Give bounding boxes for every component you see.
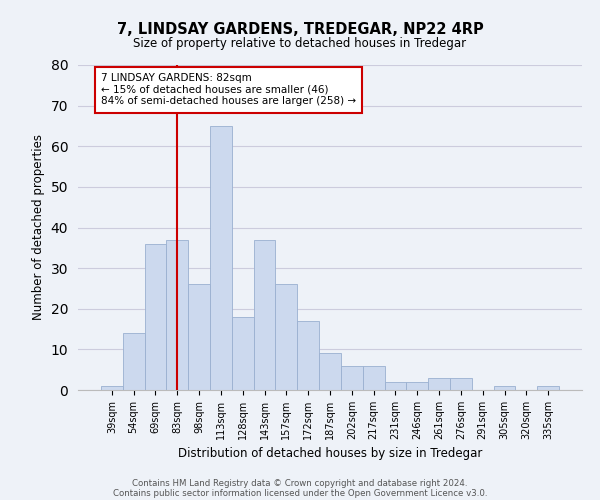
Bar — [537, 386, 559, 390]
Bar — [166, 240, 188, 390]
Bar — [210, 126, 232, 390]
Bar — [450, 378, 472, 390]
Bar — [145, 244, 166, 390]
Text: Contains public sector information licensed under the Open Government Licence v3: Contains public sector information licen… — [113, 488, 487, 498]
Bar — [341, 366, 363, 390]
Bar — [297, 321, 319, 390]
Bar — [188, 284, 210, 390]
Bar — [254, 240, 275, 390]
Text: 7 LINDSAY GARDENS: 82sqm
← 15% of detached houses are smaller (46)
84% of semi-d: 7 LINDSAY GARDENS: 82sqm ← 15% of detach… — [101, 73, 356, 106]
Bar — [406, 382, 428, 390]
Text: Contains HM Land Registry data © Crown copyright and database right 2024.: Contains HM Land Registry data © Crown c… — [132, 478, 468, 488]
Bar — [363, 366, 385, 390]
X-axis label: Distribution of detached houses by size in Tredegar: Distribution of detached houses by size … — [178, 448, 482, 460]
Bar — [123, 333, 145, 390]
Bar — [494, 386, 515, 390]
Text: 7, LINDSAY GARDENS, TREDEGAR, NP22 4RP: 7, LINDSAY GARDENS, TREDEGAR, NP22 4RP — [116, 22, 484, 38]
Bar — [275, 284, 297, 390]
Bar — [319, 354, 341, 390]
Bar — [385, 382, 406, 390]
Bar — [428, 378, 450, 390]
Bar — [232, 317, 254, 390]
Text: Size of property relative to detached houses in Tredegar: Size of property relative to detached ho… — [133, 38, 467, 51]
Y-axis label: Number of detached properties: Number of detached properties — [32, 134, 45, 320]
Bar — [101, 386, 123, 390]
